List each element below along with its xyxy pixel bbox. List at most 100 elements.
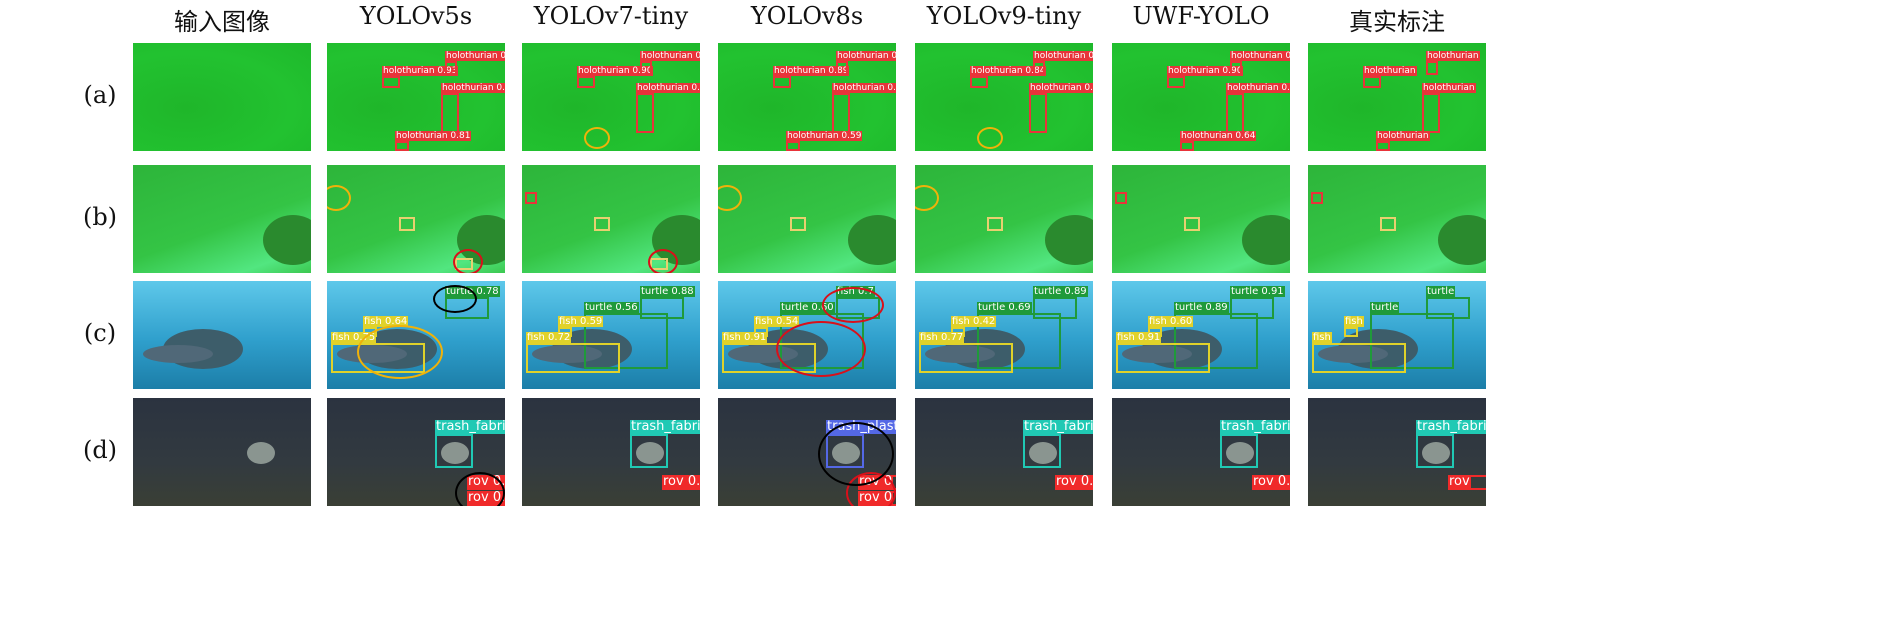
detection-label: fish 0.91 <box>722 332 768 343</box>
red-highlight-circle <box>822 287 884 323</box>
detection-label: turtle <box>1370 302 1400 313</box>
bounding-box <box>1426 297 1470 319</box>
bounding-box <box>1422 93 1440 133</box>
red-highlight-circle <box>453 249 483 273</box>
image-panel <box>133 398 311 506</box>
detection-label: fish 0.75 <box>331 332 377 343</box>
detection-label: turtle 0.89 <box>1033 286 1088 297</box>
bounding-box <box>832 93 850 133</box>
detection-label: holothurian 0.92 <box>445 51 505 61</box>
bounding-box <box>445 61 457 75</box>
black-highlight-circle <box>818 422 894 486</box>
detection-label: fish 0.72 <box>526 332 572 343</box>
detection-label: fish 0.59 <box>558 316 604 327</box>
bounding-box <box>1115 192 1127 204</box>
detection-label: trash_fabric <box>630 420 700 434</box>
trash-shape <box>1226 442 1254 464</box>
bounding-box <box>636 93 654 133</box>
bounding-box <box>1023 434 1061 468</box>
red-highlight-circle <box>648 249 678 273</box>
detection-label: holothurian 0.88 <box>1033 51 1093 61</box>
bounding-box <box>1167 76 1185 88</box>
bounding-box <box>786 141 800 151</box>
detection-label: holothurian 0.92 <box>636 83 700 93</box>
detection-label: holothurian 0.93 <box>382 66 459 76</box>
image-panel <box>522 165 700 273</box>
bounding-box <box>441 93 459 133</box>
row-label: (a) <box>83 81 117 109</box>
bounding-box <box>526 343 620 373</box>
bounding-box <box>1033 61 1045 75</box>
image-panel: turtle 0.88 turtle 0.56 fish 0.59 fish 0.72 <box>522 281 700 389</box>
detection-label: holothurian <box>1422 83 1476 93</box>
detection-label: turtle 0.56 <box>584 302 639 313</box>
yellow-highlight-circle <box>915 185 939 211</box>
detection-label: holothurian 0.90 <box>1167 66 1244 76</box>
image-panel: holothurian 0.89 holothurian 0.88 holothur… <box>718 43 896 151</box>
bounding-box <box>1426 61 1438 75</box>
image-panel: trash_fabricrov 0. <box>522 398 700 506</box>
detection-label: holothurian 0.90 <box>577 66 654 76</box>
bounding-box <box>1311 192 1323 204</box>
detection-label: holothurian <box>1363 66 1417 76</box>
bounding-box <box>1363 76 1381 88</box>
detection-label: holothurian 0.91 <box>640 51 700 61</box>
row-label: (c) <box>83 319 117 347</box>
image-panel <box>718 165 896 273</box>
image-panel: trash_fabricrov 0.rov 0. <box>327 398 505 506</box>
detection-label: rov <box>1448 474 1471 489</box>
image-panel <box>1308 165 1486 273</box>
detection-label: trash_fabric <box>1416 420 1486 434</box>
detection-label: holothurian <box>1376 131 1430 141</box>
image-panel <box>327 165 505 273</box>
image-panel: trash_fabricrov <box>1308 398 1486 506</box>
detection-label: holothurian 0.90 <box>1226 83 1290 93</box>
yellow-highlight-circle <box>584 127 610 149</box>
bounding-box <box>1312 343 1406 373</box>
red-highlight-circle <box>776 321 866 377</box>
detection-label: fish 0.60 <box>1148 316 1194 327</box>
yellow-highlight-circle <box>327 185 351 211</box>
detection-label: turtle 0.88 <box>640 286 695 297</box>
bounding-box <box>382 76 400 88</box>
column-header: 真实标注 <box>1349 8 1445 36</box>
column-header: YOLOv9-tiny <box>926 2 1082 30</box>
image-panel: holothurian 0.93 holothurian 0.92 holothur… <box>327 43 505 151</box>
detection-label: fish 0.42 <box>951 316 997 327</box>
detection-label: turtle <box>1426 286 1456 297</box>
detection-label: fish <box>1344 316 1364 327</box>
detection-label: holothurian 0.84 <box>970 66 1047 76</box>
detection-label: turtle 0.69 <box>977 302 1032 313</box>
detection-label: fish 0.91 <box>1116 332 1162 343</box>
bounding-box <box>1220 434 1258 468</box>
bounding-box <box>1180 141 1194 151</box>
bounding-box <box>1174 313 1258 369</box>
detection-label: holothurian 0.89 <box>1230 51 1290 61</box>
row-label: (b) <box>82 203 118 231</box>
bounding-box <box>640 61 652 75</box>
image-panel <box>133 281 311 389</box>
image-panel <box>133 43 311 151</box>
detection-label: rov 0. <box>1055 474 1093 489</box>
rock-shape <box>848 215 896 265</box>
bounding-box <box>584 313 668 369</box>
image-panel: turtle 0.91 turtle 0.89 fish 0.60 fish 0.91 <box>1112 281 1290 389</box>
detection-label: trash_fabric <box>1220 420 1290 434</box>
bounding-box <box>836 61 848 75</box>
bounding-box <box>790 217 806 231</box>
bounding-box <box>1344 327 1358 337</box>
trash-shape <box>1422 442 1450 464</box>
column-header: 输入图像 <box>174 8 270 36</box>
bounding-box <box>435 434 473 468</box>
bounding-box <box>987 217 1003 231</box>
row-label: (d) <box>82 436 118 464</box>
detection-label: turtle 0.89 <box>1174 302 1229 313</box>
bounding-box <box>773 76 791 88</box>
column-header: YOLOv7-tiny <box>533 2 689 30</box>
detection-label: holothurian 0.88 <box>836 51 896 61</box>
image-panel <box>1112 165 1290 273</box>
trash-shape <box>441 442 469 464</box>
image-panel: holothurian 0.84 holothurian 0.88 holothur… <box>915 43 1093 151</box>
yellow-highlight-circle <box>357 325 443 379</box>
detection-label: holothurian 0.81 <box>395 131 472 141</box>
